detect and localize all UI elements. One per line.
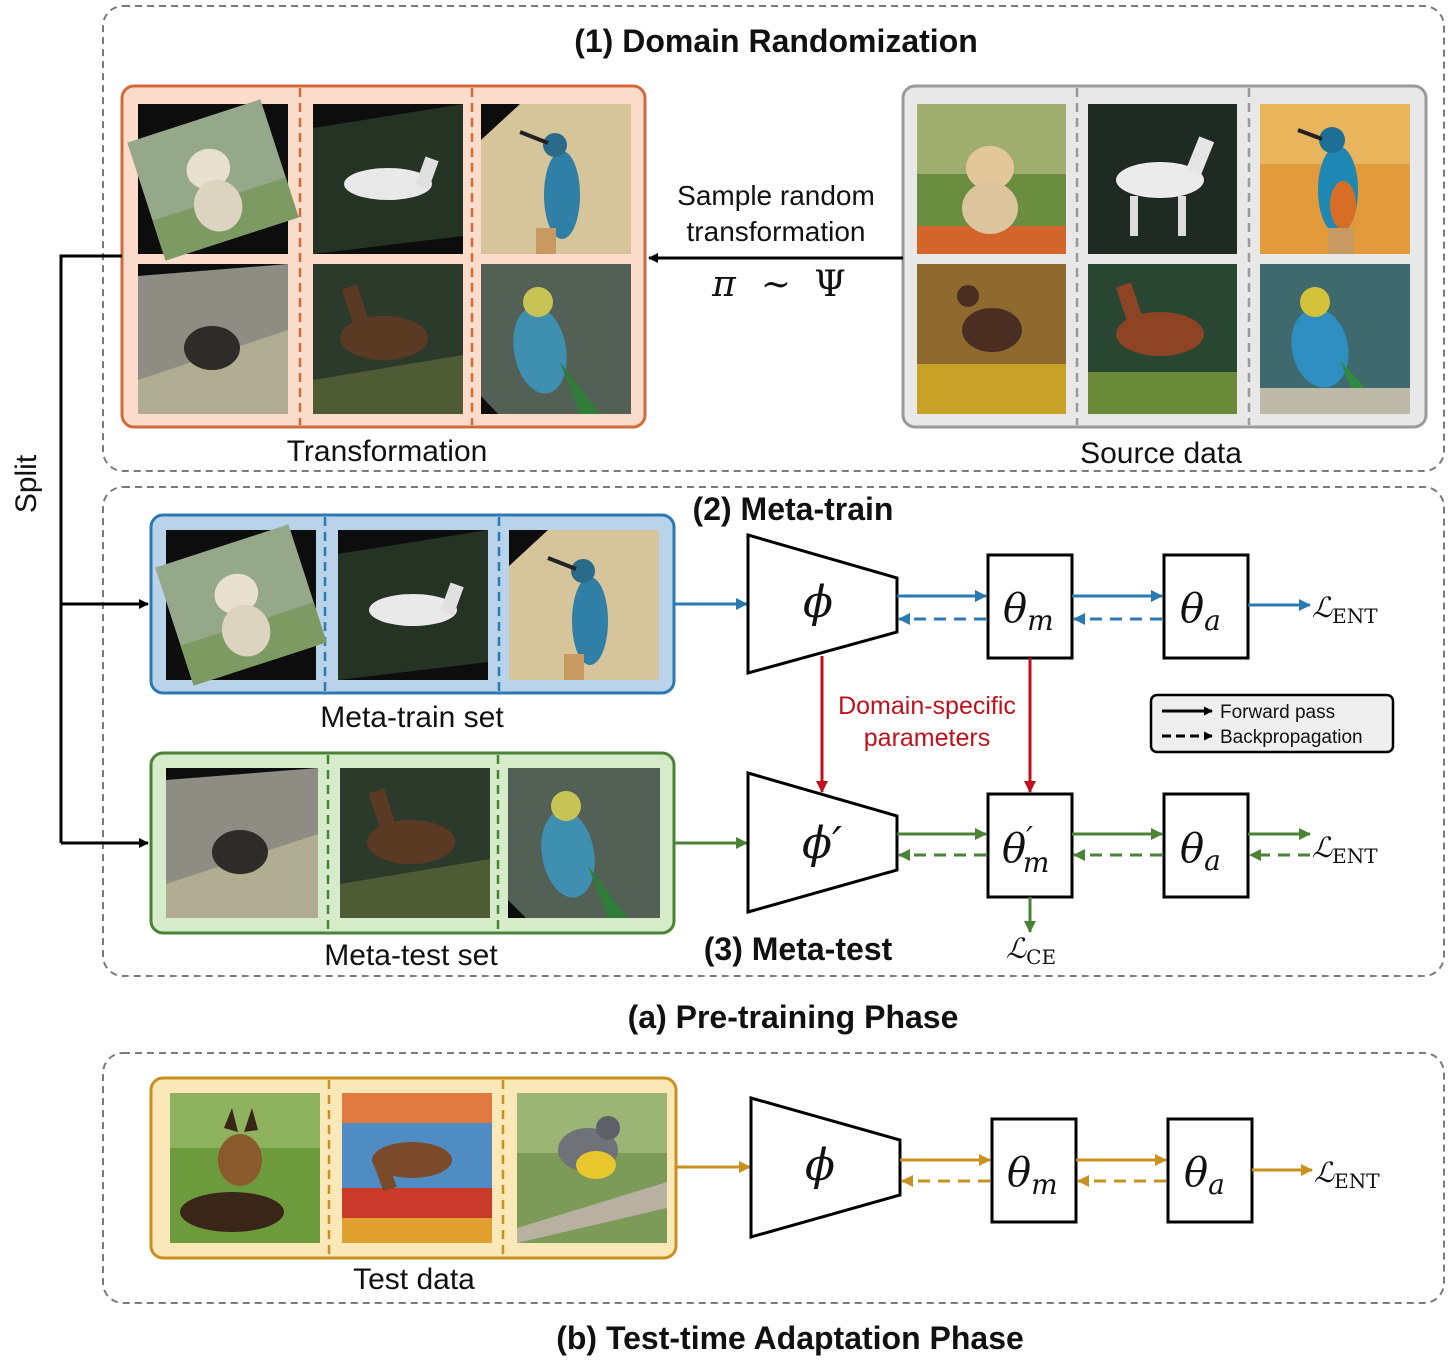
legend: Forward pass Backpropagation xyxy=(1149,693,1395,754)
pi-sim-psi-formula: π ∼ Ψ xyxy=(711,264,846,305)
transformed-green-bird-image xyxy=(481,264,631,414)
meta-train-kingfisher-image xyxy=(509,530,659,680)
meta-test-set-label: Meta-test set xyxy=(324,939,498,972)
source-white-horse-image xyxy=(1088,104,1237,254)
transformed-white-horse-image xyxy=(313,104,463,254)
phi-prime-symbol: ϕ′ xyxy=(802,818,842,869)
meta-test-dog-running-image xyxy=(166,768,318,918)
test-german-shepherd-image xyxy=(170,1093,320,1243)
meta-test-green-bird-image xyxy=(508,768,660,918)
frame-test-time xyxy=(102,1052,1445,1304)
meta-test-brown-horse-image xyxy=(340,768,490,918)
sample-label-line1: Sample random xyxy=(677,180,875,211)
meta-train-ent-loss: ℒENT xyxy=(1312,591,1378,628)
transformed-puppy-image xyxy=(127,99,299,261)
test-data-label: Test data xyxy=(353,1263,475,1296)
transformation-label: Transformation xyxy=(287,435,488,468)
meta-test-encoder: ϕ′ xyxy=(746,771,899,914)
section-title-meta-train: (2) Meta-train xyxy=(693,491,894,527)
phi-symbol: ϕ xyxy=(803,577,833,628)
svg-text:Ψ: Ψ xyxy=(814,264,846,305)
svg-text:θa: θa xyxy=(1180,586,1221,637)
frame-domain-randomization xyxy=(102,5,1445,472)
source-brown-horse-image xyxy=(1088,264,1237,414)
test-yellow-bird-image xyxy=(517,1093,667,1243)
source-data-label: Source data xyxy=(1080,437,1242,470)
source-kingfisher-image xyxy=(1260,104,1410,254)
source-data-panel xyxy=(901,84,1428,429)
phase-title-test-time: (b) Test-time Adaptation Phase xyxy=(556,1320,1024,1356)
meta-train-puppy-image xyxy=(155,524,327,686)
svg-text:θa: θa xyxy=(1180,826,1221,877)
legend-backward-label: Backpropagation xyxy=(1220,727,1363,748)
meta-test-theta-a-box: θa xyxy=(1162,792,1250,899)
meta-train-theta-a-box: θa xyxy=(1162,553,1250,660)
transformed-kingfisher-image xyxy=(481,104,631,254)
phase-title-pretraining: (a) Pre-training Phase xyxy=(628,999,959,1035)
section-title-meta-test: (3) Meta-test xyxy=(704,931,893,967)
meta-test-theta-m-prime-box: θ′ m xyxy=(986,792,1074,899)
sample-label-line2: transformation xyxy=(687,216,866,247)
source-green-bird-image xyxy=(1260,264,1410,414)
section-title-domain-randomization: (1) Domain Randomization xyxy=(574,23,978,59)
domain-specific-label-line2: parameters xyxy=(864,724,990,752)
transformed-brown-horse-image xyxy=(313,264,463,414)
meta-train-encoder: ϕ xyxy=(746,533,899,675)
test-theta-a-box: θa xyxy=(1166,1117,1254,1224)
test-encoder: ϕ xyxy=(749,1096,902,1239)
svg-text:θm: θm xyxy=(1007,1150,1058,1201)
svg-text:θm: θm xyxy=(1003,586,1054,637)
meta-train-theta-m-box: θm xyxy=(986,553,1074,660)
meta-test-set-panel xyxy=(149,751,676,935)
frame-meta-learning xyxy=(102,486,1445,977)
test-ent-loss: ℒENT xyxy=(1314,1156,1380,1193)
transformation-panel xyxy=(120,84,647,429)
meta-train-set-panel xyxy=(149,513,676,695)
source-dog-running-image xyxy=(917,264,1066,414)
svg-text:θa: θa xyxy=(1184,1150,1225,1201)
test-grazing-horse-image xyxy=(342,1093,492,1243)
transformed-dog-running-image xyxy=(138,264,288,414)
meta-test-ent-loss: ℒENT xyxy=(1312,831,1378,868)
legend-forward-label: Forward pass xyxy=(1220,702,1335,723)
meta-train-white-horse-image xyxy=(338,530,488,680)
split-connector xyxy=(59,254,149,848)
split-label: Split xyxy=(10,454,43,513)
svg-text:π: π xyxy=(711,264,737,305)
svg-text:θ′m: θ′ m xyxy=(1002,821,1049,879)
test-data-panel xyxy=(149,1076,678,1260)
domain-specific-label-line1: Domain-specific xyxy=(838,692,1016,720)
source-puppy-image xyxy=(917,104,1066,254)
test-theta-m-box: θm xyxy=(990,1117,1078,1224)
meta-train-set-label: Meta-train set xyxy=(320,701,504,734)
svg-text:∼: ∼ xyxy=(761,264,791,305)
test-phi-symbol: ϕ xyxy=(805,1140,835,1191)
ce-loss: ℒCE xyxy=(1006,932,1056,969)
